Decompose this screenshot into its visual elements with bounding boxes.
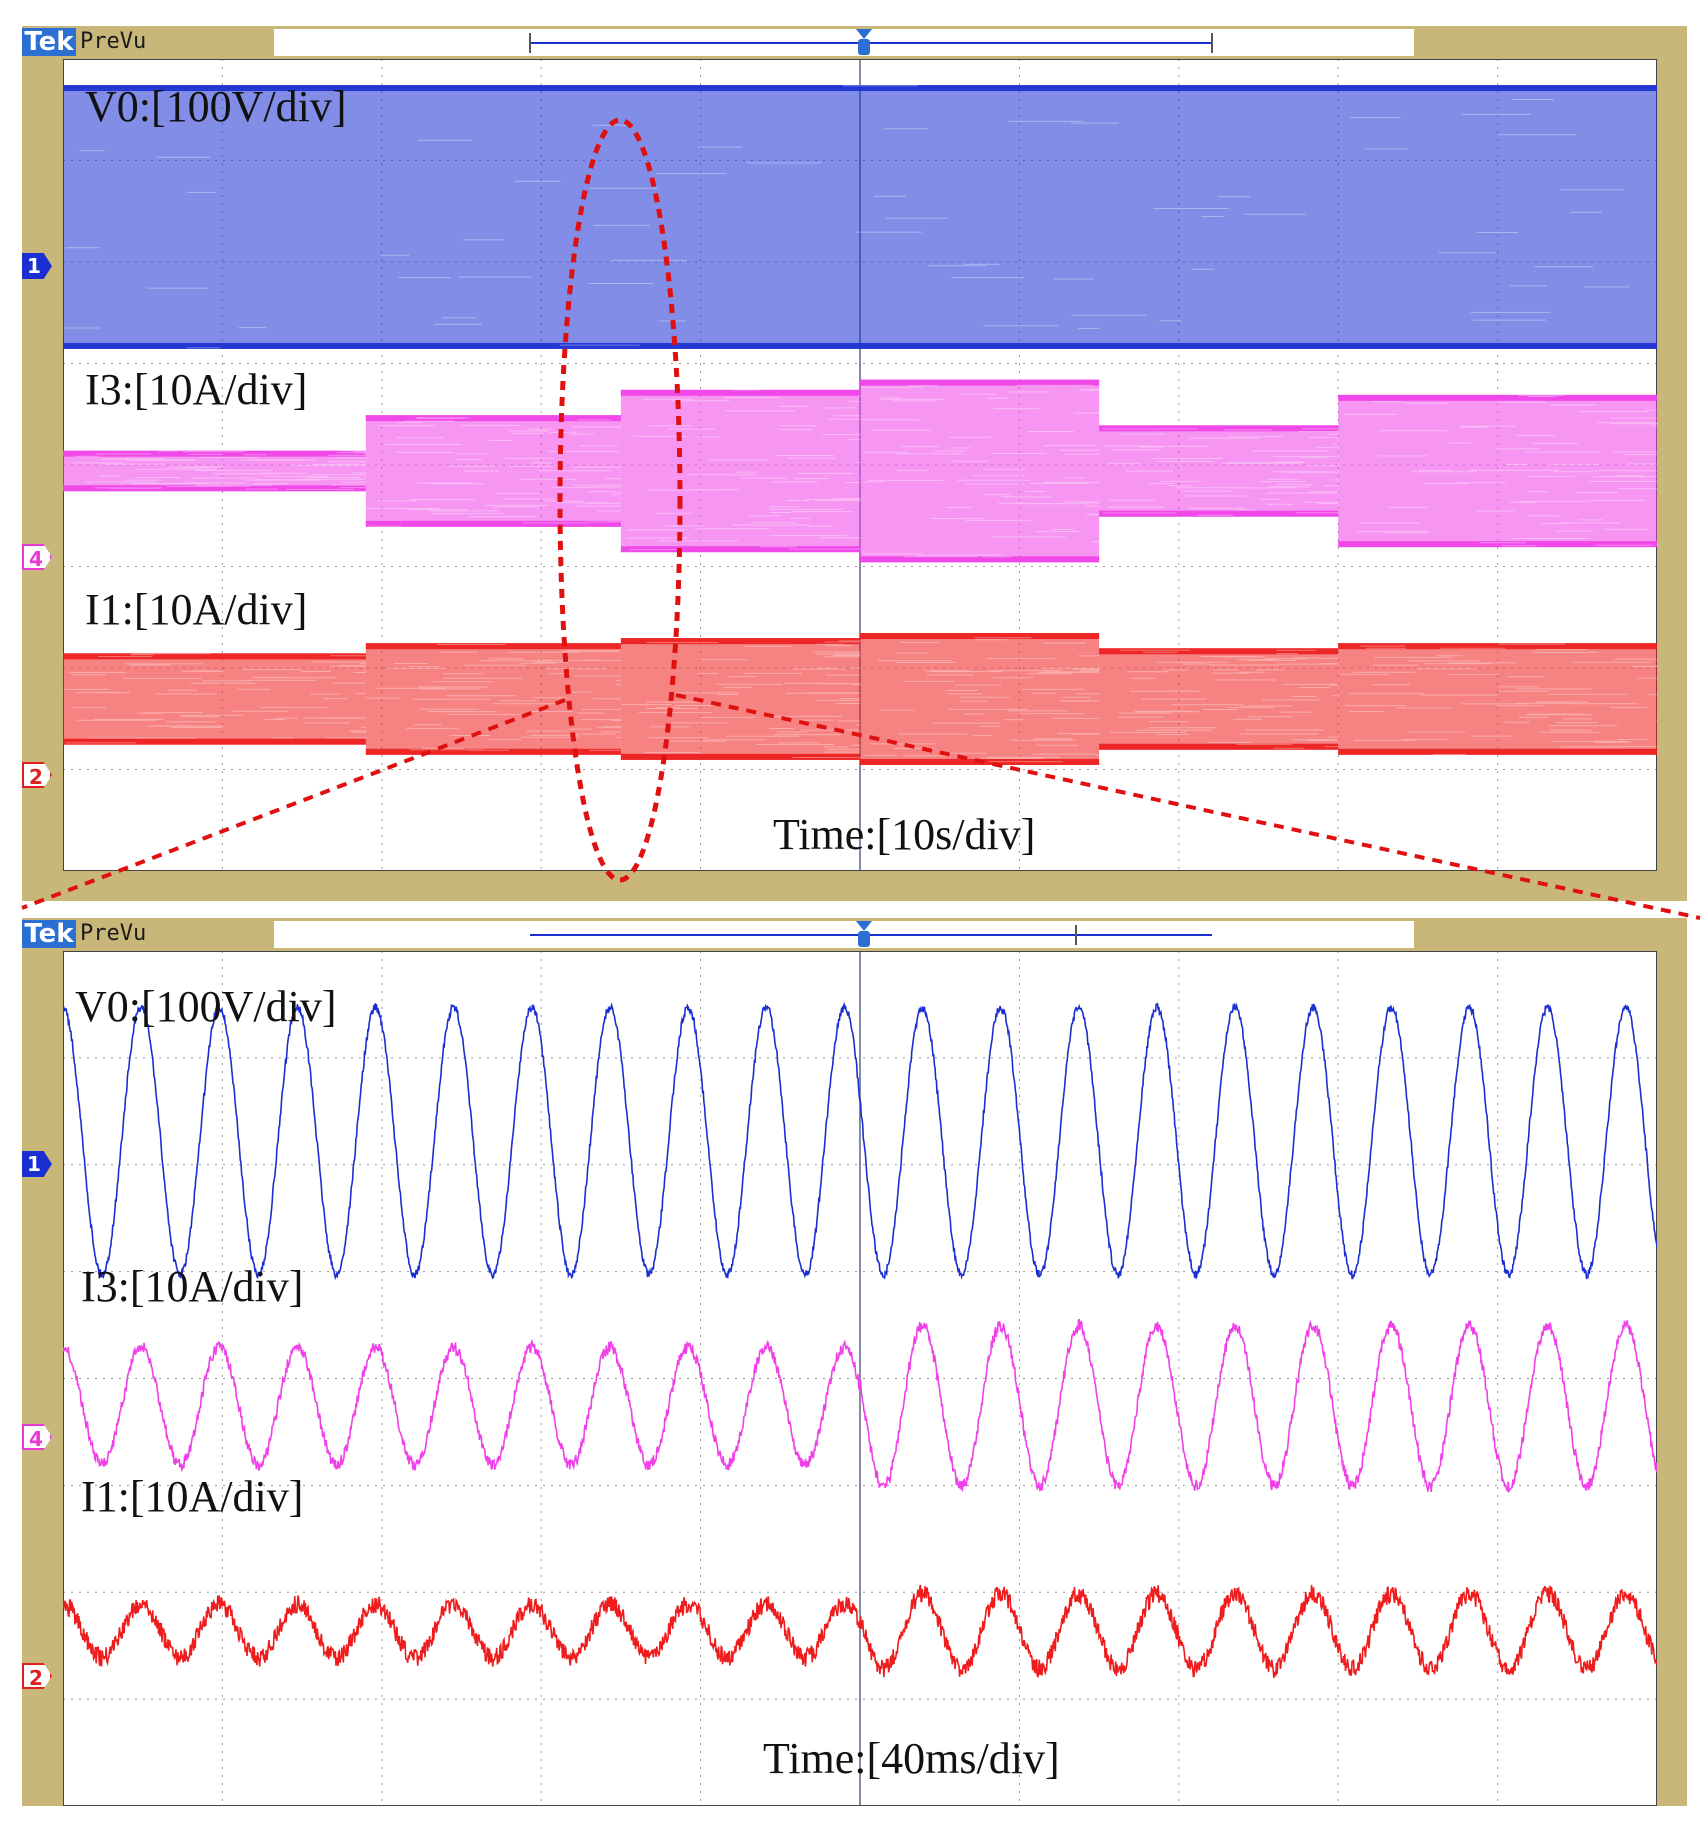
envelope-top-edge [1338,643,1657,650]
acquisition-mode: PreVu [80,921,147,946]
waveform-plot: V0:[100V/div] I3:[10A/div] I1:[10A/div] Tim… [63,59,1657,871]
ch4-marker: 4 [22,1424,52,1450]
envelope-bottom-edge [620,753,860,760]
label-v0: V0:[100V/div] [85,82,347,131]
trace-i3 [63,379,1657,563]
ch1-marker: 1 [22,1151,52,1177]
scope-panel-bottom: Tek PreVu V0:[100V/div] I3:[10A/div] I1:[1… [22,918,1687,1806]
envelope-segment [1099,648,1339,750]
envelope-bottom-edge [63,738,366,745]
envelope-segment [620,638,860,760]
envelope-segment [620,389,860,553]
label-time: Time:[10s/div] [773,810,1035,859]
tek-logo: Tek [22,920,76,948]
acquisition-mode: PreVu [80,29,147,54]
envelope-bottom-edge [860,556,1100,563]
envelope-top-edge [365,415,621,422]
envelope-bottom-edge [620,546,860,553]
envelope-bottom-edge [63,342,1657,349]
record-view-indicator [530,921,1212,947]
envelope-bottom-edge [365,520,621,527]
trace-i1 [63,633,1657,765]
trace-v0 [63,1001,1657,1281]
envelope-texture [861,384,1169,558]
envelope-top-edge [860,633,1100,640]
trace-v0 [63,85,1657,349]
envelope-top-edge [1099,425,1339,432]
record-view-indicator [529,29,1213,55]
envelope-bottom-edge [63,485,366,492]
trace-i1 [63,1584,1657,1679]
scope-panel-top: Tek PreVu V0:[100V/div] I3:[10A/div] I1:[1… [22,26,1687,901]
trace-i3 [63,1318,1657,1494]
label-v0: V0:[100V/div] [75,982,337,1031]
graticule [63,951,1657,1806]
envelope-bottom-edge [860,758,1100,765]
envelope-top-edge [63,653,366,660]
envelope-texture [1344,394,1657,547]
envelope-bottom-edge [1099,743,1339,750]
screen-border [63,951,1657,1806]
label-i3: I3:[10A/div] [81,1262,303,1311]
ch1-marker: 1 [22,253,52,279]
record-view-bar [274,29,1414,56]
envelope-top-edge [63,85,1657,92]
label-i3: I3:[10A/div] [85,365,307,414]
scope-header: Tek PreVu [22,26,1687,59]
envelope-segment [63,85,1657,349]
envelope-top-edge [365,643,621,650]
envelope-segment [1338,643,1657,755]
envelope-segment [1338,394,1657,548]
envelope-top-edge [620,389,860,396]
label-time: Time:[40ms/div] [763,1734,1060,1783]
ch2-marker: 2 [22,762,52,788]
envelope-top-edge [1338,394,1657,401]
ch4-marker: 4 [22,544,52,570]
envelope-segment [860,379,1100,563]
envelope-segment [63,450,366,492]
record-view-bar [274,921,1414,948]
waveform-screen: V0:[100V/div] I3:[10A/div] I1:[10A/div] Tim… [63,59,1657,871]
label-i1: I1:[10A/div] [81,1472,303,1521]
scope-header: Tek PreVu [22,918,1687,951]
envelope-segment [63,653,366,745]
envelope-top-edge [1099,648,1339,655]
envelope-top-edge [860,379,1100,386]
waveform-screen: V0:[100V/div] I3:[10A/div] I1:[10A/div] Tim… [63,951,1657,1806]
envelope-bottom-edge [1338,541,1657,548]
envelope-bottom-edge [1099,510,1339,517]
ch2-marker: 2 [22,1663,52,1689]
envelope-segment [1099,425,1339,517]
envelope-top-edge [63,450,366,457]
label-i1: I1:[10A/div] [85,585,307,634]
tek-logo: Tek [22,28,76,56]
envelope-top-edge [620,638,860,645]
waveform-plot: V0:[100V/div] I3:[10A/div] I1:[10A/div] Tim… [63,951,1657,1806]
envelope-bottom-edge [1338,748,1657,755]
